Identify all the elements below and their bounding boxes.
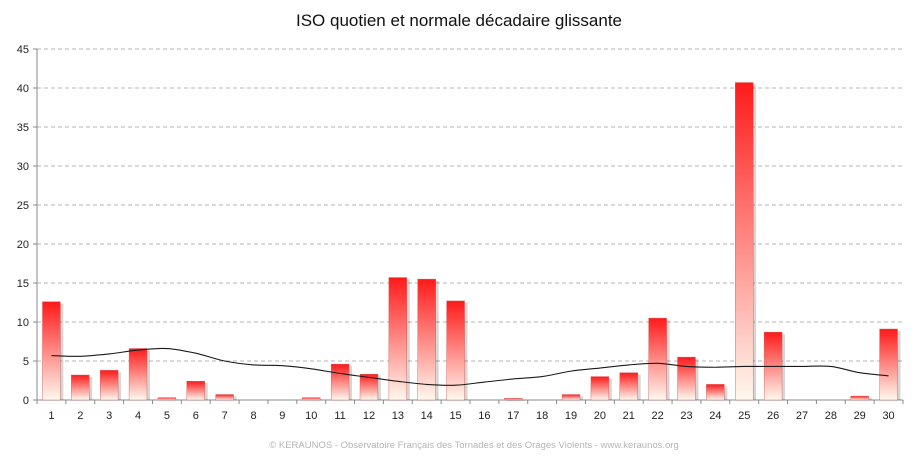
axes — [33, 48, 904, 404]
x-tick-label: 11 — [334, 410, 345, 422]
x-tick-label: 9 — [279, 410, 285, 422]
x-tick-label: 17 — [507, 410, 519, 422]
y-tick-label: 5 — [23, 356, 29, 368]
x-tick-label: 14 — [421, 410, 433, 422]
y-tick-label: 20 — [17, 239, 29, 251]
bar — [706, 384, 725, 401]
x-tick-label: 24 — [709, 410, 721, 422]
bar — [504, 398, 523, 401]
x-tick-label: 2 — [77, 410, 83, 422]
y-tick-label: 0 — [23, 395, 29, 407]
bar — [302, 397, 321, 401]
bar-shadow — [507, 400, 526, 401]
x-tick-label: 20 — [594, 410, 606, 422]
x-tick-label: 23 — [680, 410, 692, 422]
bar — [561, 394, 581, 401]
x-tick-label: 27 — [796, 410, 808, 422]
y-tick-label: 45 — [17, 44, 29, 56]
bar — [850, 395, 869, 401]
bar — [42, 301, 61, 401]
x-tick-labels: 1 2 3 4 5 6 7 8 9 10 11 12 13 14 15 16 17 18 19 20 21 22 23 24 2… — [48, 410, 894, 422]
bar — [330, 363, 350, 401]
bar — [100, 370, 119, 401]
x-tick-label: 6 — [193, 410, 199, 422]
x-tick-label: 30 — [882, 410, 894, 422]
bar — [128, 348, 148, 401]
y-tick-label: 30 — [17, 161, 29, 173]
y-tick-label: 35 — [17, 122, 29, 134]
chart-title: ISO quotien et normale décadaire glissan… — [296, 11, 622, 30]
bar — [157, 397, 177, 401]
bar — [417, 278, 436, 401]
y-tick-label: 40 — [17, 83, 29, 95]
x-tick-label: 1 — [48, 410, 54, 422]
bar — [446, 300, 465, 401]
x-tick-label: 28 — [825, 410, 837, 422]
y-tick-label: 15 — [17, 278, 29, 290]
x-tick-label: 26 — [767, 410, 779, 422]
bar — [735, 82, 754, 401]
normal-line — [51, 347, 889, 386]
grid — [37, 48, 903, 362]
x-tick-label: 22 — [652, 410, 664, 422]
credit-text: © KERAUNOS - Observatoire Français des T… — [269, 440, 679, 451]
bars — [42, 82, 898, 401]
x-tick-label: 18 — [536, 410, 548, 422]
x-tick-label: 21 — [623, 410, 635, 422]
x-tick-label: 16 — [478, 410, 490, 422]
x-tick-label: 19 — [565, 410, 577, 422]
y-tick-label: 10 — [17, 317, 29, 329]
y-tick-labels: 0 5 10 15 20 25 30 35 40 45 — [17, 44, 29, 407]
bar — [590, 376, 610, 401]
bar — [71, 374, 90, 401]
x-tick-label: 13 — [392, 410, 404, 422]
x-tick-label: 15 — [449, 410, 461, 422]
x-tick-label: 29 — [854, 410, 866, 422]
x-tick-label: 7 — [222, 410, 228, 422]
x-tick-label: 3 — [106, 410, 112, 422]
bar — [388, 277, 407, 401]
bar — [215, 394, 234, 401]
x-tick-label: 8 — [250, 410, 256, 422]
bar — [359, 374, 379, 401]
bar — [186, 381, 205, 401]
bar — [879, 328, 898, 401]
normal-line-path — [51, 347, 889, 386]
bar — [677, 356, 696, 401]
x-tick-label: 4 — [135, 410, 141, 422]
bar — [619, 372, 638, 401]
x-tick-label: 25 — [738, 410, 750, 422]
x-tick-label: 5 — [164, 410, 170, 422]
x-tick-label: 12 — [363, 410, 375, 422]
bar — [648, 317, 667, 401]
x-tick-label: 10 — [305, 410, 317, 422]
y-tick-label: 25 — [17, 200, 29, 212]
